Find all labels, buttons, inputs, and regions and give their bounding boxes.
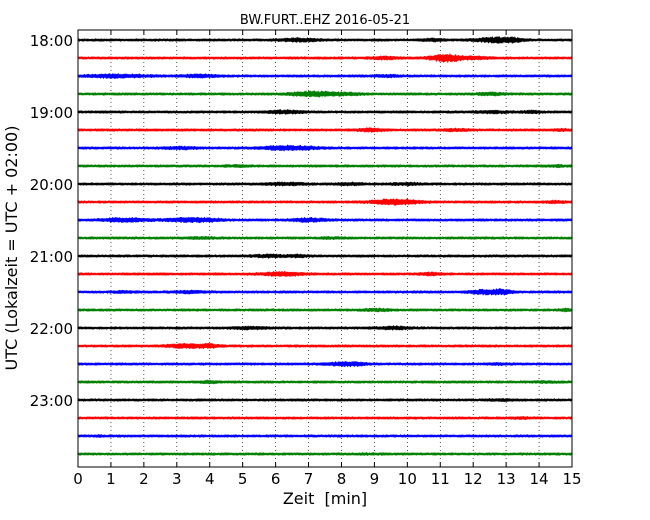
trace-line	[77, 36, 573, 44]
x-axis: 0 1 2 3 4 5 6 7 8 9 10 11 12 13 14 15	[73, 30, 582, 488]
x-tick-label: 14	[530, 470, 549, 488]
trace-line	[77, 53, 573, 63]
trace-line	[77, 325, 573, 331]
x-tick-label: 5	[238, 470, 248, 488]
grid-lines	[110, 30, 540, 467]
y-tick-label: 21:00	[30, 248, 73, 266]
y-tick-label: 19:00	[30, 104, 73, 122]
trace-line	[77, 288, 573, 296]
x-tick-label: 11	[431, 470, 450, 488]
chart-title: BW.FURT..EHZ 2016-05-21	[240, 13, 410, 28]
y-tick-label: 20:00	[30, 176, 73, 194]
traces	[77, 36, 573, 456]
y-axis-label: UTC (Lokalzeit = UTC + 02:00)	[2, 126, 21, 371]
x-tick-label: 2	[139, 470, 149, 488]
trace-line	[77, 342, 573, 349]
trace-line	[77, 235, 573, 241]
plot-frame	[77, 29, 573, 468]
x-tick-label: 13	[497, 470, 516, 488]
x-tick-label: 9	[370, 470, 380, 488]
trace-line	[77, 144, 573, 152]
trace-line	[77, 415, 573, 421]
trace-line	[77, 452, 573, 456]
trace-line	[77, 434, 573, 438]
trace-line	[77, 109, 573, 115]
trace-line	[77, 73, 573, 79]
trace-line	[77, 198, 573, 206]
trace-line	[77, 90, 573, 98]
trace-line	[77, 216, 573, 224]
trace-line	[77, 127, 573, 133]
x-tick-label: 1	[106, 470, 116, 488]
x-axis-label: Zeit [min]	[283, 489, 367, 508]
trace-line	[77, 253, 573, 259]
y-tick-label: 18:00	[30, 32, 73, 50]
x-tick-label: 10	[398, 470, 417, 488]
trace-line	[77, 379, 573, 385]
trace-line	[77, 307, 573, 313]
trace-line	[77, 163, 573, 169]
x-tick-label: 6	[271, 470, 281, 488]
x-tick-label: 12	[464, 470, 483, 488]
trace-line	[77, 397, 573, 403]
y-tick-label: 22:00	[30, 320, 73, 338]
x-tick-label: 0	[73, 470, 83, 488]
x-tick-label: 15	[562, 470, 581, 488]
y-axis: 18:00 19:00 20:00 21:00 22:00 23:00	[30, 32, 572, 410]
x-tick-label: 3	[172, 470, 182, 488]
x-tick-label: 8	[337, 470, 347, 488]
trace-line	[77, 181, 573, 187]
x-tick-label: 4	[205, 470, 215, 488]
trace-line	[77, 361, 573, 368]
trace-line	[77, 270, 573, 277]
y-tick-label: 23:00	[30, 392, 73, 410]
x-tick-label: 7	[304, 470, 314, 488]
